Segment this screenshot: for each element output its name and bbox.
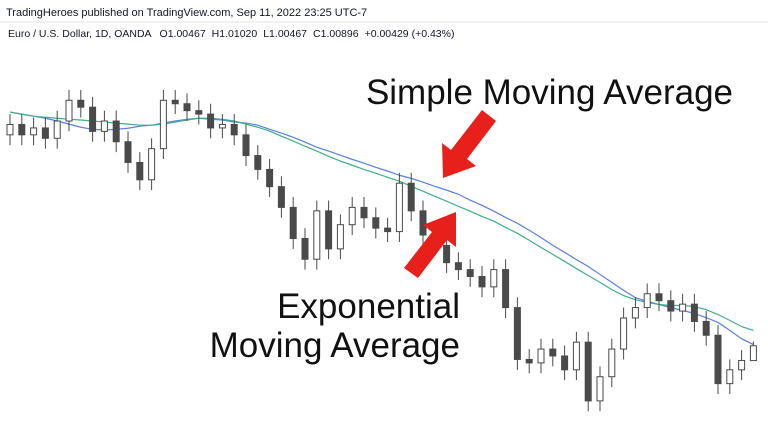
candle-body bbox=[549, 348, 557, 357]
symbol-label: Euro / U.S. Dollar, 1D, OANDA bbox=[8, 28, 152, 40]
candle-body bbox=[643, 293, 651, 309]
candle-body bbox=[289, 206, 297, 239]
publish-info: TradingHeroes published on TradingView.c… bbox=[6, 7, 367, 19]
candle-body bbox=[679, 303, 687, 312]
ohlc-legend: O1.00467 H1.01020 L1.00467 C1.00896 +0.00429… bbox=[160, 28, 455, 40]
candle-body bbox=[667, 300, 675, 312]
candle-body bbox=[254, 155, 262, 170]
candle-body bbox=[41, 127, 49, 139]
candle-body bbox=[537, 348, 545, 364]
ema-annotation: Exponential bbox=[277, 287, 460, 326]
ohlc-value: L1.00467 bbox=[263, 28, 307, 40]
ema-annotation: Moving Average bbox=[210, 326, 460, 365]
candle-body bbox=[655, 293, 663, 302]
plot bbox=[6, 89, 757, 412]
sma-annotation: Simple Moving Average bbox=[366, 73, 733, 112]
candle-body bbox=[360, 206, 368, 219]
candle-body bbox=[395, 182, 403, 233]
candle-body bbox=[608, 348, 616, 378]
candle-body bbox=[525, 358, 533, 364]
arrow bbox=[404, 212, 456, 278]
candle-body bbox=[207, 113, 215, 129]
candle-body bbox=[738, 359, 746, 371]
candle-body bbox=[584, 341, 592, 402]
ohlc-value: +0.00429 (+0.43%) bbox=[365, 28, 455, 40]
candle-body bbox=[6, 123, 14, 136]
candle-body bbox=[596, 376, 604, 402]
candle-body bbox=[171, 99, 179, 105]
annotations: Simple Moving Average Exponential Moving… bbox=[210, 73, 733, 365]
candle-body bbox=[77, 99, 85, 108]
candle-body bbox=[325, 210, 333, 250]
candle-body bbox=[561, 355, 569, 371]
candle-body bbox=[490, 269, 498, 288]
candle-body bbox=[690, 303, 698, 322]
ohlc-value: H1.01020 bbox=[212, 28, 258, 40]
candle-body bbox=[502, 269, 510, 309]
candle-body bbox=[620, 317, 628, 350]
candle-body bbox=[124, 141, 132, 163]
candle-body bbox=[749, 345, 757, 362]
candle-body bbox=[372, 217, 380, 229]
candle-body bbox=[65, 99, 73, 122]
ohlc-value: O1.00467 bbox=[160, 28, 206, 40]
candle-body bbox=[466, 269, 474, 278]
candle-body bbox=[266, 168, 274, 188]
candle-body bbox=[443, 244, 451, 264]
candle-body bbox=[301, 238, 309, 260]
candle-body bbox=[159, 99, 167, 150]
arrow bbox=[442, 110, 496, 178]
candle-body bbox=[18, 123, 26, 136]
candle-body bbox=[53, 120, 61, 139]
candle-body bbox=[714, 334, 722, 385]
candle-body bbox=[631, 307, 639, 319]
candle-body bbox=[183, 103, 191, 112]
candle-body bbox=[726, 369, 734, 385]
candle-body bbox=[136, 161, 144, 181]
moving-average-line bbox=[9, 111, 754, 331]
candle-body bbox=[348, 206, 356, 226]
candle-body bbox=[242, 134, 250, 157]
candle-body bbox=[513, 307, 521, 360]
candle-body bbox=[100, 120, 108, 132]
moving-average-line bbox=[9, 111, 754, 346]
candle-body bbox=[454, 262, 462, 271]
candle-body bbox=[148, 148, 156, 181]
candle-body bbox=[336, 224, 344, 250]
candle-body bbox=[230, 123, 238, 136]
candle-body bbox=[572, 341, 580, 371]
candle-body bbox=[419, 210, 427, 236]
candle-body bbox=[112, 120, 120, 143]
candle-body bbox=[384, 227, 392, 233]
candle-body bbox=[89, 106, 97, 132]
candle-body bbox=[702, 320, 710, 336]
candle-body bbox=[218, 123, 226, 129]
candle-body bbox=[313, 210, 321, 260]
candle-body bbox=[195, 110, 203, 115]
ohlc-value: C1.00896 bbox=[313, 28, 359, 40]
candle-body bbox=[478, 276, 486, 288]
candle-body bbox=[30, 127, 38, 136]
candle-body bbox=[277, 186, 285, 208]
candle-body bbox=[407, 182, 415, 212]
